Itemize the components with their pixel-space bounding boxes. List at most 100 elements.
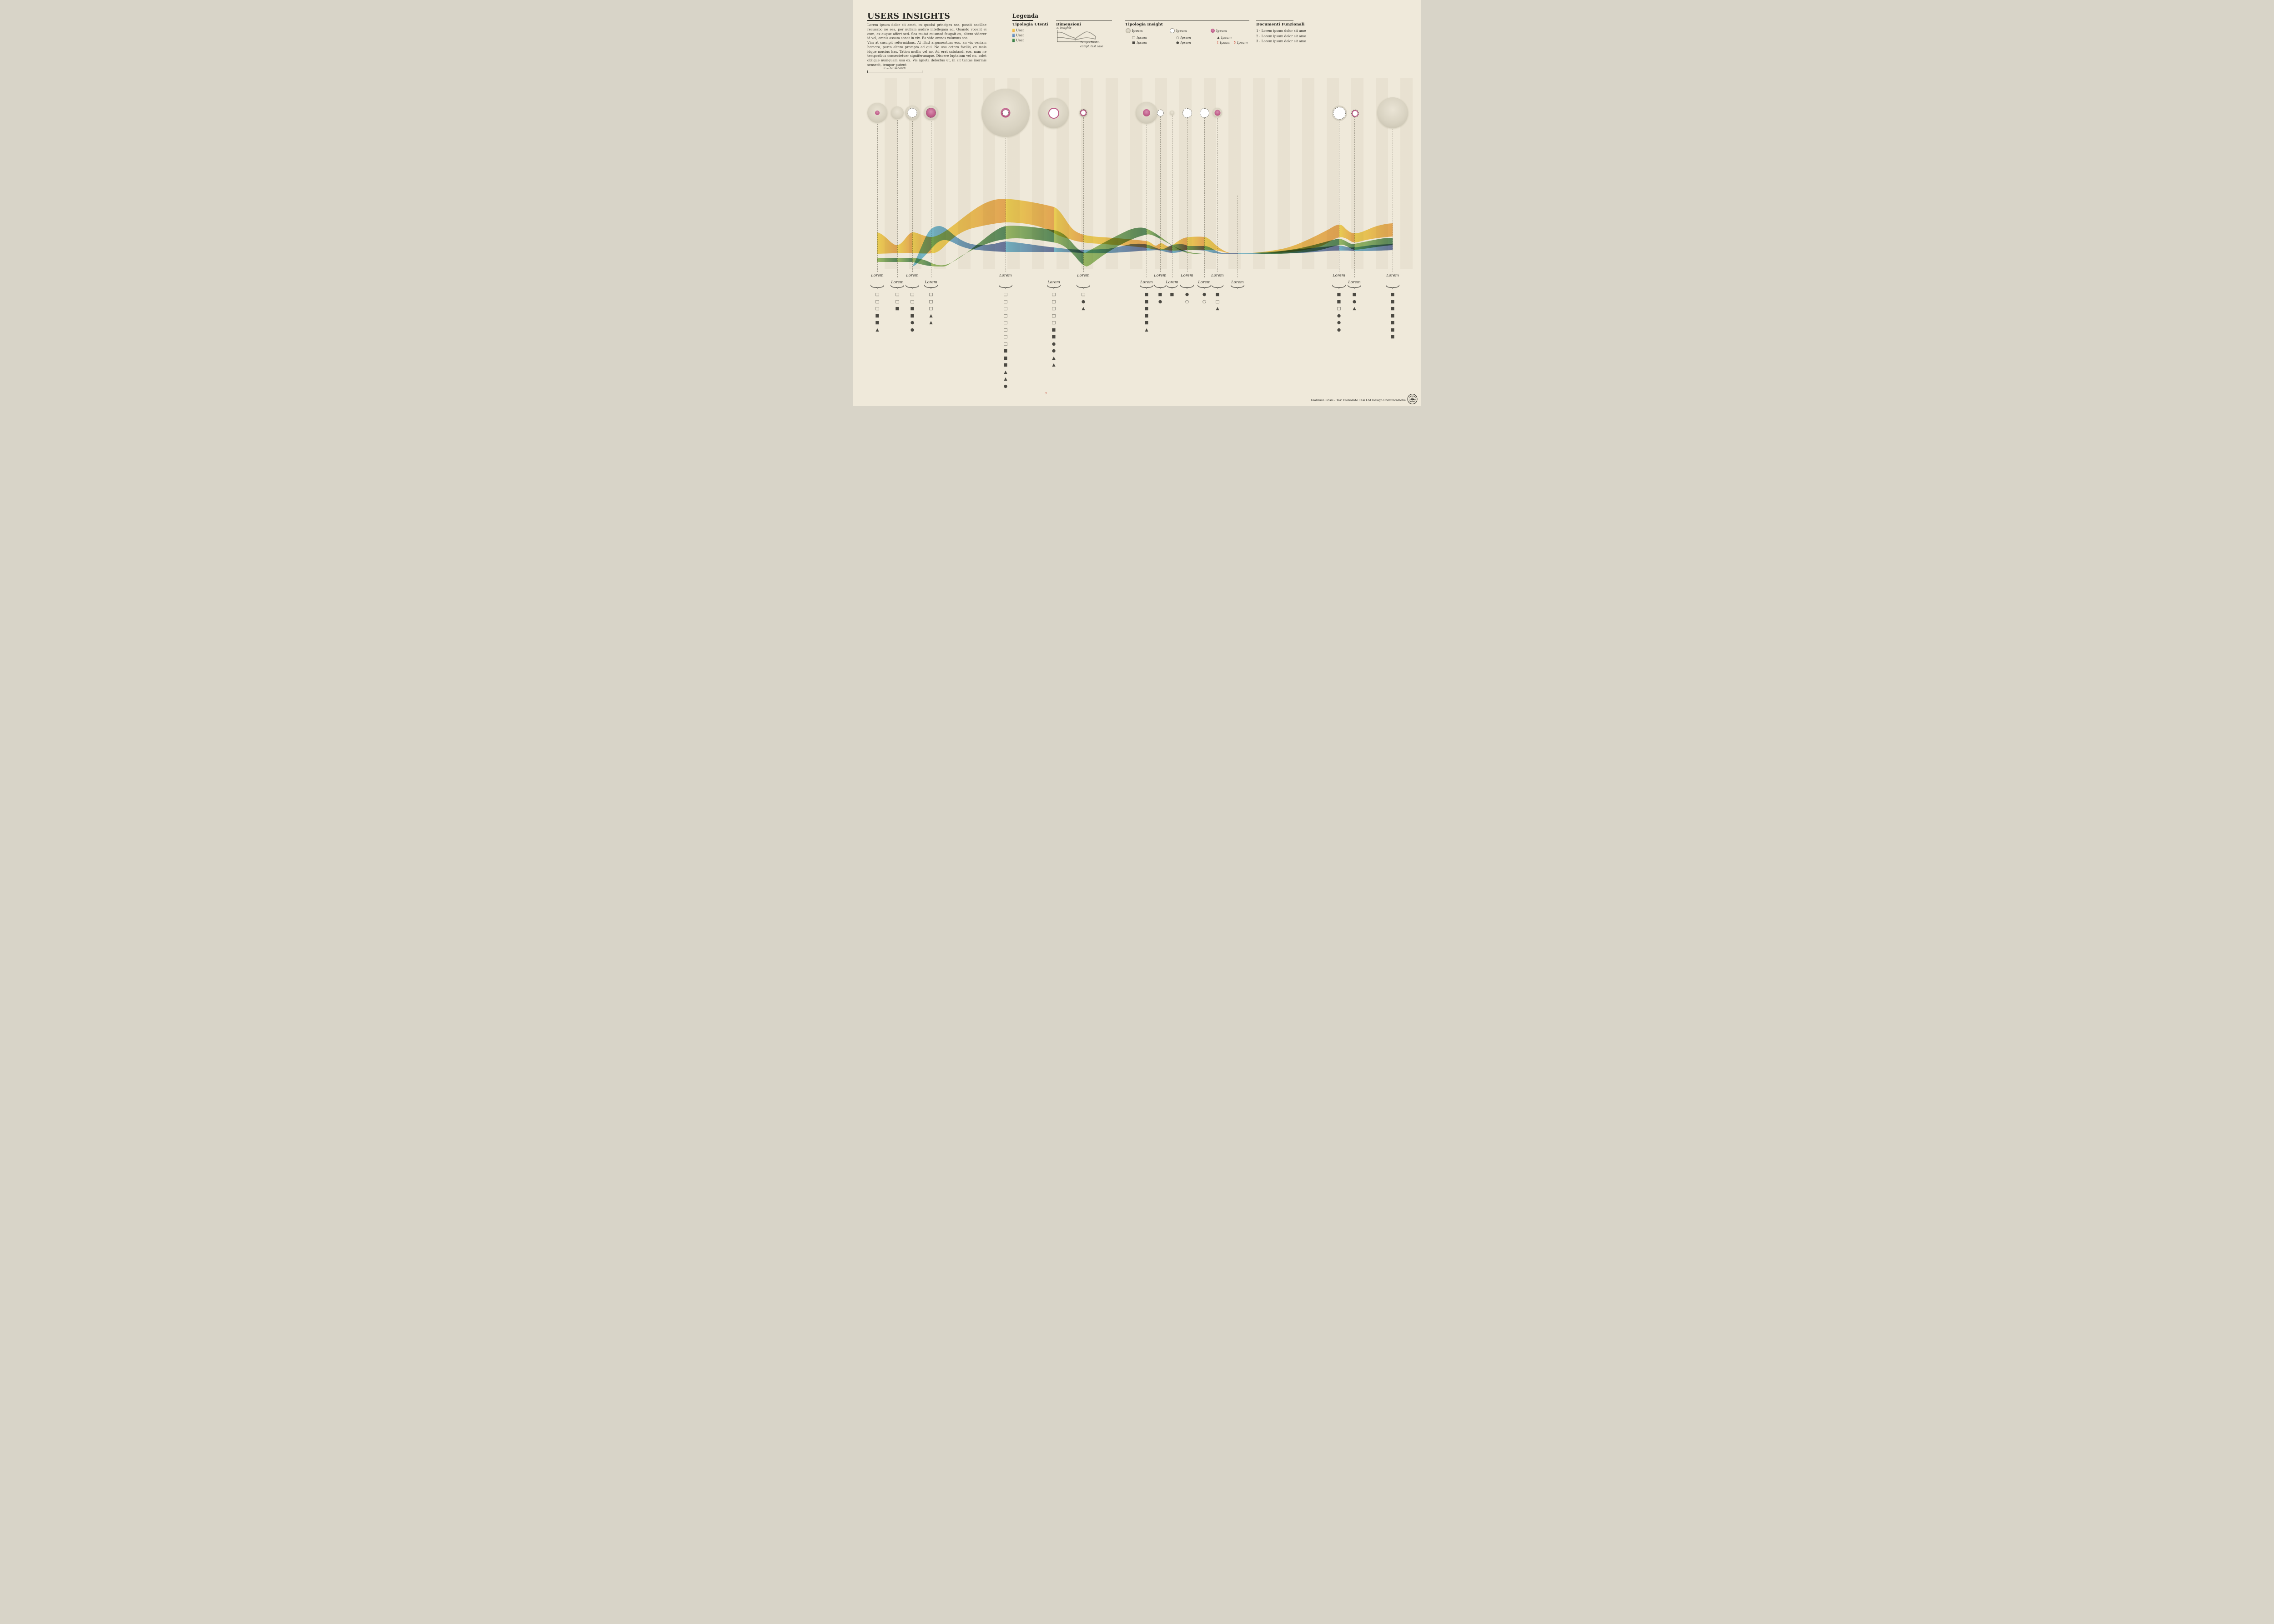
brace-icon (1140, 285, 1153, 289)
intro-text: Lorem ipsum dolor sit amet, cu quodsi pr… (867, 23, 986, 67)
user-legend-item: User (1012, 38, 1024, 43)
insight-item-label: Ipsum (1137, 40, 1147, 45)
insight-symbol-stack: □ ● ▲ (1081, 292, 1086, 311)
dimensioni-x-label-2: compl. test case (1080, 45, 1103, 48)
triangle-icon: ▲ (1217, 35, 1220, 40)
bubble-gray-pink (924, 106, 938, 120)
bubble-pink-core (926, 108, 936, 118)
five-icon: 5 (1233, 40, 1236, 45)
insight-symbol-stack: □ □ □ □ □ □ □ □ ■ ■ ■ ▲ ▲ ● (1003, 292, 1008, 389)
filled-square-icon: ■ (1132, 40, 1136, 45)
insight-group-white: Ipsum (1170, 28, 1191, 33)
bubble-gray-pink-ring (981, 89, 1030, 137)
bubble-white-dashed (1200, 108, 1209, 118)
title-underline (867, 20, 945, 21)
insight-group-pink: Ipsum (1211, 28, 1248, 33)
brace-icon (1332, 285, 1346, 289)
insight-symbol-stack: ● ○ (1185, 292, 1189, 304)
guide-line (1204, 118, 1205, 277)
brace-icon (1348, 285, 1361, 289)
column-label: Lorem (1198, 280, 1211, 284)
page-marker: 3 (1045, 392, 1047, 395)
poster: USERS INSIGHTS Lorem ipsum dolor sit ame… (853, 0, 1421, 406)
insight-item-label: Ipsum (1237, 40, 1248, 45)
insight-group-label: Ipsum (1216, 29, 1227, 33)
pink-bubble-icon (1211, 29, 1215, 33)
brace-icon (906, 285, 919, 289)
insight-symbol-stack: □ □ ■ (895, 292, 900, 311)
column-label: Lorem (1047, 280, 1060, 284)
insight-item: ■ Ipsum (1132, 40, 1147, 45)
hollow-square-icon: □ (1132, 35, 1136, 40)
bubble-pink-core (1143, 109, 1150, 116)
column-label: Lorem (1348, 280, 1361, 284)
exclamation-icon: ! (1217, 40, 1219, 45)
column-label: Lorem (1166, 280, 1178, 284)
documento-item-3: 3 - Lorem ipsum dolor sit ame (1256, 39, 1306, 43)
column-label: Lorem (1231, 280, 1244, 284)
page-title: USERS INSIGHTS (867, 12, 951, 21)
column-label: Lorem (1140, 280, 1153, 284)
scale-tick-left (867, 70, 868, 73)
brace-icon (1197, 285, 1211, 289)
bubble-white-pink-ring-small (1351, 110, 1359, 117)
insight-symbol-stack: ■ ■ ■ ■ ■ ■ ■ (1390, 292, 1395, 339)
column-label: Lorem (1386, 273, 1399, 277)
politecnico-seal-icon (1407, 394, 1418, 404)
column-label: Lorem (925, 280, 937, 284)
bubble-white-center (1002, 110, 1009, 116)
bubble-gray-tiny (1170, 111, 1174, 115)
insight-group-label: Ipsum (1176, 29, 1187, 33)
insight-symbol-stack: □ □ □ □ □ ■ ■ ● ● ▲ ▲ (1051, 292, 1056, 367)
insight-symbol-stack: □ □ □ ■ ■ ▲ (875, 292, 880, 332)
legend-heading: Legenda (1012, 13, 1038, 19)
insight-symbol-stack: ■ ● (1158, 292, 1162, 304)
brace-icon (924, 285, 938, 289)
insight-group-label: Ipsum (1132, 29, 1143, 33)
brace-icon (1386, 285, 1399, 289)
dimensioni-x-label-1: Tempo Medio (1080, 41, 1100, 44)
guide-line (1354, 116, 1355, 277)
brace-icon (1077, 285, 1090, 289)
guide-line (877, 124, 878, 272)
user-legend-label: User (1016, 28, 1024, 32)
bubble-gray-pink-dot (867, 103, 887, 123)
insight-symbol-stack: □ □ □ ▲ ▲ (929, 292, 933, 325)
bubble-white-pink-core (1080, 109, 1087, 116)
column-label: Lorem (1077, 273, 1090, 277)
insight-symbol-stack: ■ (1170, 292, 1174, 297)
documento-item-2: 2 - Lorem ipsum dolor sit ame (1256, 34, 1306, 38)
bubble-white-core (907, 108, 917, 118)
bubble-pink-core (875, 111, 880, 115)
bubble-gray-white-dashed (905, 106, 920, 120)
scale-label: u = 60 secondi (883, 66, 906, 70)
user-green-swatch-icon (1012, 38, 1015, 42)
dimensioni-y-label: n. insights (1057, 26, 1072, 30)
white-bubble-icon (1170, 28, 1175, 33)
bubble-white-dashed (1157, 110, 1164, 116)
user-legend-item: User (1012, 28, 1024, 33)
bubble-gray-pink (1212, 108, 1222, 117)
bubble-gray (891, 106, 904, 119)
insight-symbol-stack: □ □ ■ ■ ● ● (910, 292, 915, 332)
insight-item: ▲ Ipsum (1217, 35, 1248, 40)
bubble-white-pink-core (1048, 107, 1059, 119)
insight-item: □ Ipsum (1132, 35, 1147, 40)
guide-line (912, 121, 913, 272)
brace-icon (999, 285, 1012, 289)
guide-line (1083, 117, 1084, 272)
bubble-white-dashed-gray-ring (1333, 107, 1346, 120)
guide-line (1160, 116, 1161, 272)
intro-paragraph-2: Vim at suscipit reformidans. At illud ar… (867, 40, 986, 67)
bubble-gray-large (1377, 97, 1408, 128)
bubble-white-dashed (1182, 108, 1192, 118)
dimensioni-sketch-icon (1057, 30, 1097, 42)
insight-symbol-stack: ■ ■ ■ ■ ■ ▲ (1144, 292, 1149, 332)
insight-item-label: Ipsum (1180, 40, 1191, 45)
bubble-gray-white-pink-border (1038, 98, 1069, 128)
insight-symbol-stack: ■ ● ▲ (1352, 292, 1357, 311)
user-legend-label: User (1016, 38, 1024, 42)
guide-line (897, 120, 898, 277)
bubble-pink-core (1214, 110, 1220, 116)
insight-group-gray: Ipsum (1126, 28, 1147, 33)
